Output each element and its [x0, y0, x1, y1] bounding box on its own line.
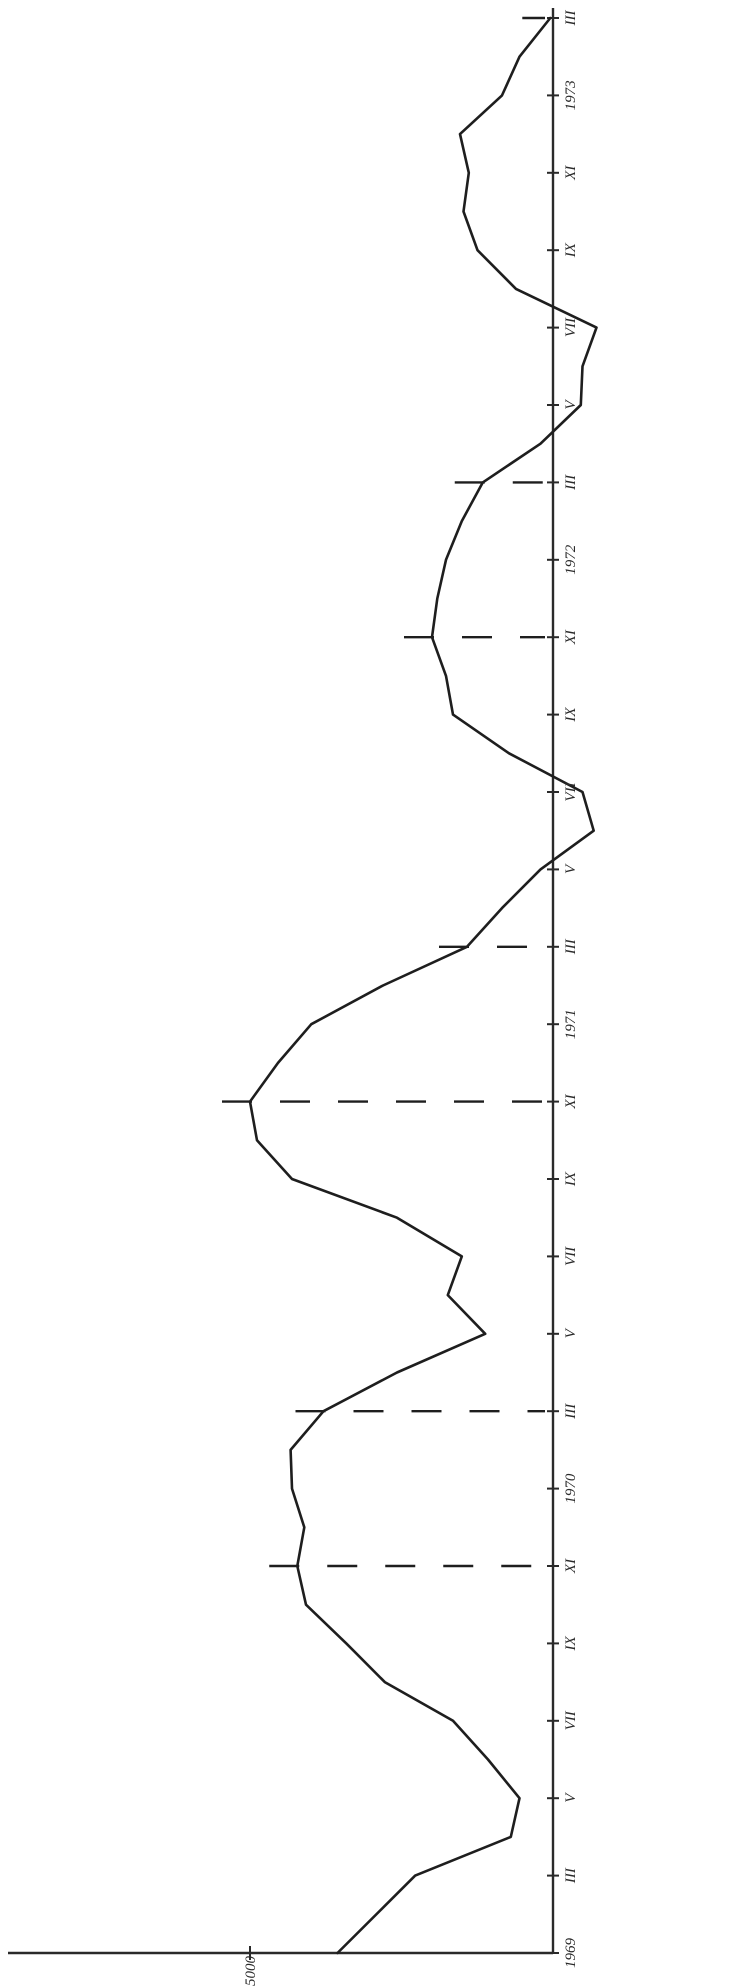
series-layer: [248, 16, 598, 1955]
value-tick-label: 5000: [243, 1956, 259, 1986]
time-tick-label: IX: [563, 242, 579, 258]
guide-lines-layer: [222, 16, 545, 1568]
time-tick-label: XI: [563, 165, 579, 181]
tick-labels-layer: 5000 1969 III V VII IX XI 1970 III V VII IX XI 1971 II…: [243, 10, 579, 1986]
time-tick-label: V: [563, 1792, 579, 1803]
time-tick-label: XI: [563, 1558, 579, 1574]
time-tick-label: III: [563, 474, 579, 491]
time-tick-label: III: [563, 10, 579, 27]
time-tick-label: V: [563, 863, 579, 874]
time-tick-label: 1972: [563, 544, 579, 575]
time-tick-label: VII: [563, 317, 579, 337]
time-tick-label: 1969: [563, 1938, 579, 1969]
time-tick-label: III: [563, 1403, 579, 1420]
time-tick-label: V: [563, 1327, 579, 1338]
time-tick-label: 1971: [563, 1009, 579, 1039]
time-tick-label: XI: [563, 629, 579, 645]
axis-layer: [8, 8, 559, 1960]
time-tick-label: IX: [563, 1635, 579, 1651]
series-line: [248, 16, 598, 1955]
time-tick-label: 1973: [563, 80, 579, 110]
time-tick-label: IX: [563, 1171, 579, 1187]
time-tick-label: III: [563, 938, 579, 955]
time-tick-label: VII: [563, 781, 579, 801]
time-tick-label: IX: [563, 707, 579, 723]
time-tick-label: VII: [563, 1246, 579, 1266]
time-tick-label: V: [563, 399, 579, 410]
time-tick-label: III: [563, 1867, 579, 1884]
time-tick-label: 1970: [563, 1473, 579, 1504]
time-tick-label: VII: [563, 1710, 579, 1730]
time-tick-label: XI: [563, 1094, 579, 1110]
